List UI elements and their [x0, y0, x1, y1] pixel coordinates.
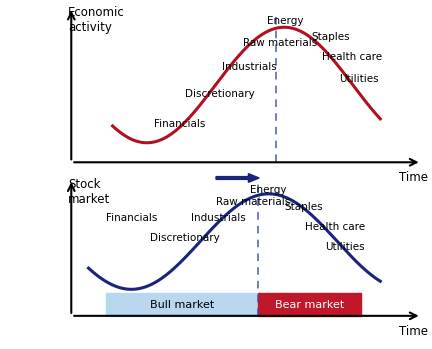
Text: Financials: Financials	[105, 213, 157, 223]
Text: Stock
market: Stock market	[68, 178, 110, 206]
Text: Economic
activity: Economic activity	[68, 6, 124, 34]
Text: Bull market: Bull market	[150, 299, 214, 310]
Text: Time: Time	[400, 325, 429, 338]
Text: Time: Time	[400, 171, 429, 184]
Text: Financials: Financials	[154, 119, 205, 129]
Text: Industrials: Industrials	[191, 213, 246, 223]
Text: Discretionary: Discretionary	[150, 233, 220, 243]
Text: Discretionary: Discretionary	[184, 89, 254, 99]
Text: Energy: Energy	[250, 185, 286, 195]
Bar	[105, 293, 258, 316]
Text: Utilities: Utilities	[339, 74, 379, 84]
Text: Bear market: Bear market	[275, 299, 345, 310]
Text: Utilities: Utilities	[325, 242, 365, 252]
Text: Energy: Energy	[267, 16, 304, 26]
Text: Staples: Staples	[284, 202, 323, 213]
Text: Staples: Staples	[311, 32, 350, 42]
Bar	[258, 293, 362, 316]
Text: Health care: Health care	[322, 52, 382, 62]
Text: Raw materials: Raw materials	[216, 197, 290, 207]
Text: Industrials: Industrials	[222, 62, 277, 72]
Text: Health care: Health care	[305, 222, 365, 232]
Text: Raw materials: Raw materials	[243, 38, 317, 48]
